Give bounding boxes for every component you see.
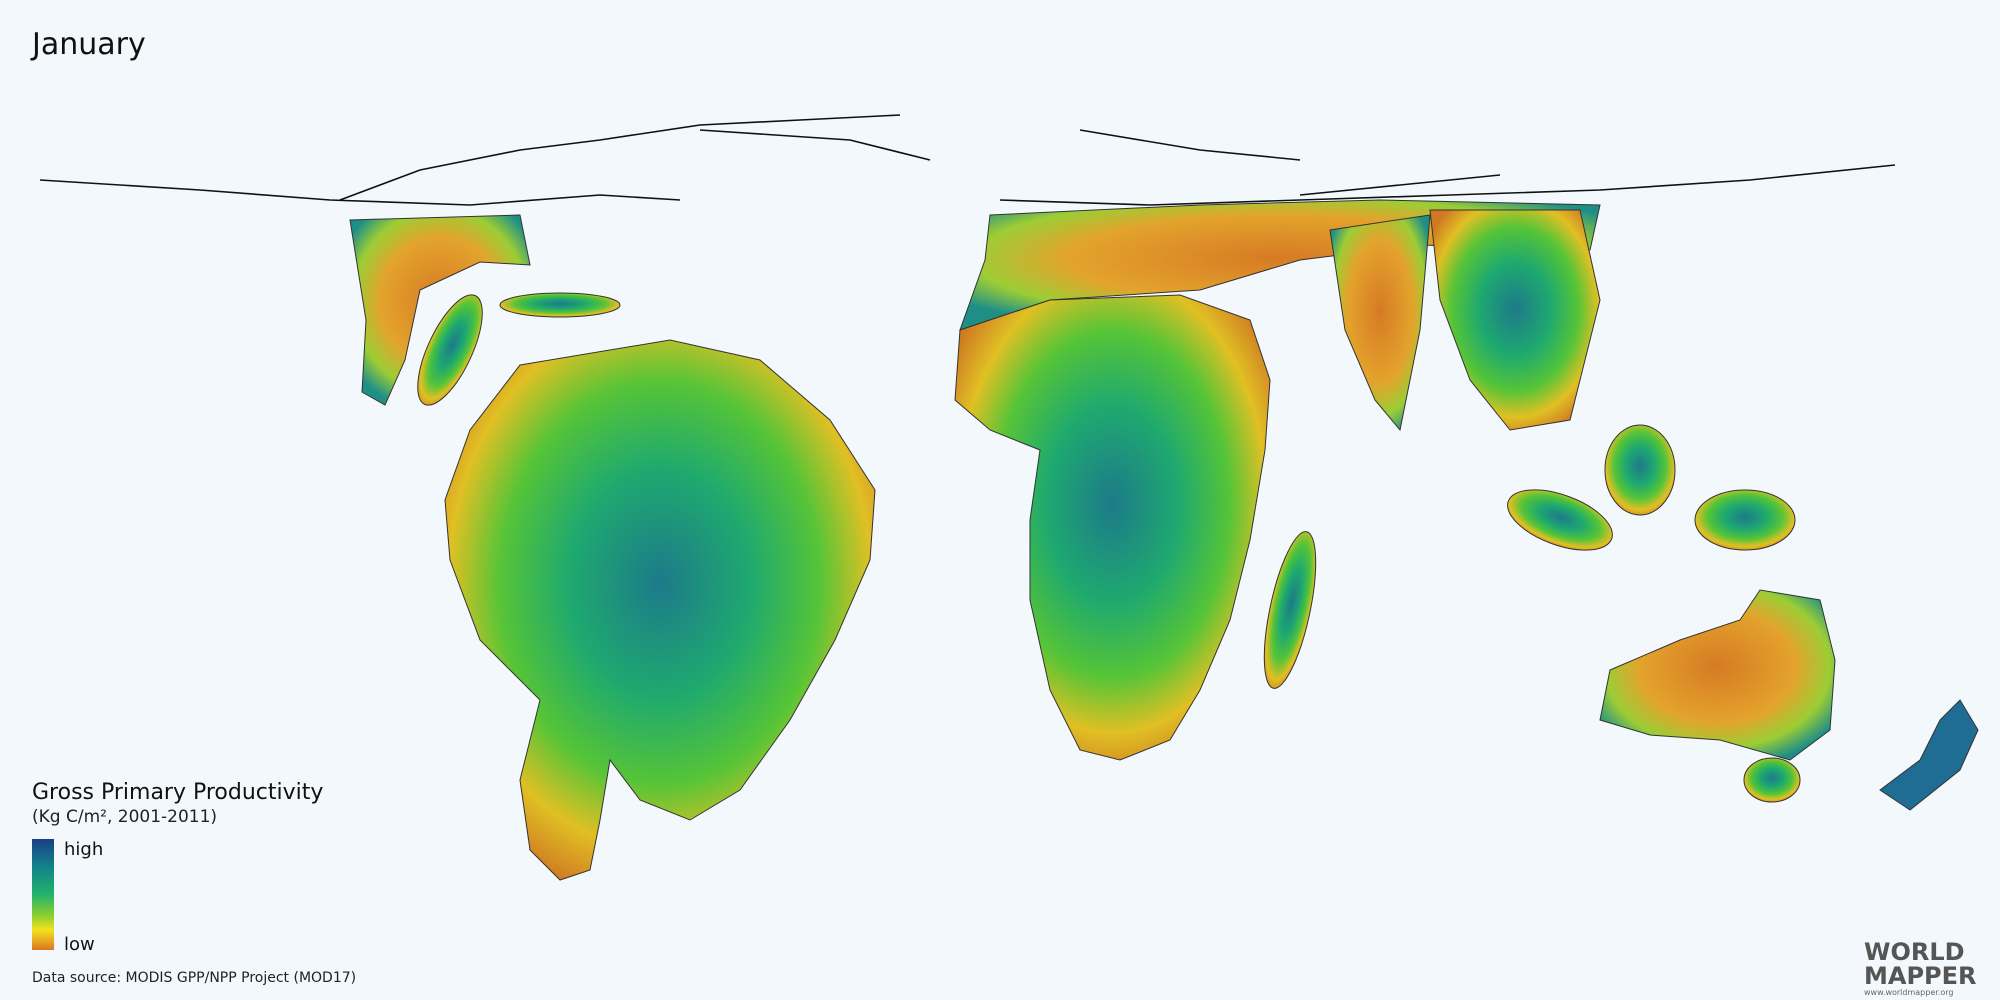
logo-line1: WORLD (1864, 938, 1965, 966)
map-title: January (30, 27, 146, 62)
tasmania (1743, 757, 1801, 803)
arctic-coastlines (39, 114, 1896, 206)
legend-title: Gross Primary Productivity (32, 780, 323, 805)
logo-url: www.worldmapper.org (1864, 988, 1953, 997)
australia (1599, 589, 1836, 761)
legend: Gross Primary Productivity (Kg C/m², 200… (32, 780, 323, 955)
logo-line2: MAPPER (1864, 962, 1977, 990)
legend-subtitle: (Kg C/m², 2001-2011) (32, 807, 217, 827)
north-america (349, 214, 531, 406)
island (1507, 489, 1613, 551)
south-america (444, 339, 876, 881)
southeast-asia (1429, 209, 1601, 431)
central-america (417, 294, 483, 406)
legend-low: low (64, 934, 95, 955)
legend-high: high (64, 839, 103, 860)
madagascar (1263, 531, 1317, 689)
logo: WORLD MAPPER www.worldmapper.org (1864, 938, 1977, 997)
island (1604, 424, 1676, 516)
landmasses (349, 199, 1979, 881)
data-source: Data source: MODIS GPP/NPP Project (MOD1… (32, 970, 356, 986)
color-scale (32, 839, 54, 950)
india (1329, 214, 1431, 432)
africa (954, 294, 1271, 761)
new-zealand (1879, 699, 1979, 811)
island (1694, 489, 1796, 551)
caribbean (499, 292, 621, 318)
